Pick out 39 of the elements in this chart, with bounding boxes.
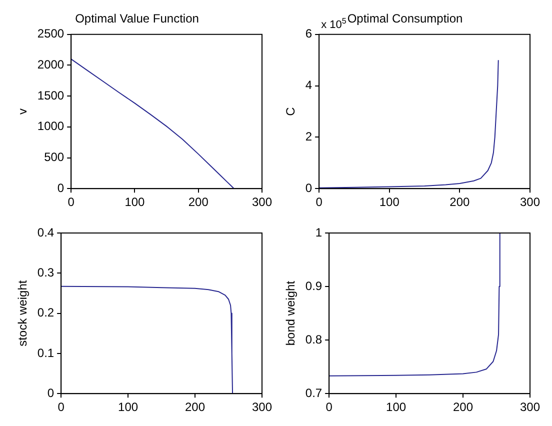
chart-title: Optimal Consumption	[347, 12, 463, 26]
x-tick-label: 300	[252, 400, 272, 414]
y-tick-label: 0.9	[305, 278, 322, 293]
y-tick-label: 0.2	[37, 306, 54, 320]
x-tick-label: 200	[453, 400, 474, 414]
y-tick-label: 0	[305, 180, 312, 195]
y-tick-label: 2000	[37, 58, 64, 72]
y-tick-label: 500	[44, 150, 64, 164]
x-tick-label: 300	[252, 195, 272, 210]
y-axis-title: v	[16, 108, 30, 114]
y-tick-label: 0.4	[37, 225, 54, 240]
y-axis-title: bond weight	[284, 280, 298, 346]
y-axis-title: stock weight	[16, 280, 30, 346]
y-tick-label: 4	[305, 78, 312, 92]
y-tick-label: 0	[57, 180, 64, 195]
chart-title: Optimal Value Function	[75, 12, 199, 26]
x-tick-label: 300	[520, 195, 540, 210]
y-tick-label: 2	[305, 130, 312, 144]
y-tick-label: 1	[315, 225, 322, 240]
x-tick-label: 100	[124, 195, 146, 210]
x-tick-label: 0	[326, 400, 333, 414]
y-tick-label: 1000	[37, 119, 64, 134]
x-tick-label: 100	[386, 400, 406, 414]
y-tick-label: 0.7	[305, 386, 322, 400]
y-tick-label: 6	[305, 26, 312, 41]
y-tick-label: 1500	[37, 88, 64, 102]
x-tick-label: 100	[118, 400, 138, 414]
y-tick-label: 0.8	[305, 332, 322, 346]
y-axis-title: C	[284, 106, 298, 116]
y-tick-label: 0.1	[37, 346, 54, 360]
x-tick-label: 100	[379, 195, 400, 210]
x-tick-label: 0	[68, 195, 75, 210]
x-tick-label: 200	[188, 195, 209, 210]
x-tick-label: 200	[185, 400, 206, 414]
x-tick-label: 300	[520, 400, 540, 414]
x-tick-label: 200	[450, 195, 470, 210]
y-tick-label: 0.3	[37, 265, 54, 280]
y-tick-label: 0	[47, 386, 54, 400]
y-tick-label: 2500	[37, 26, 64, 41]
